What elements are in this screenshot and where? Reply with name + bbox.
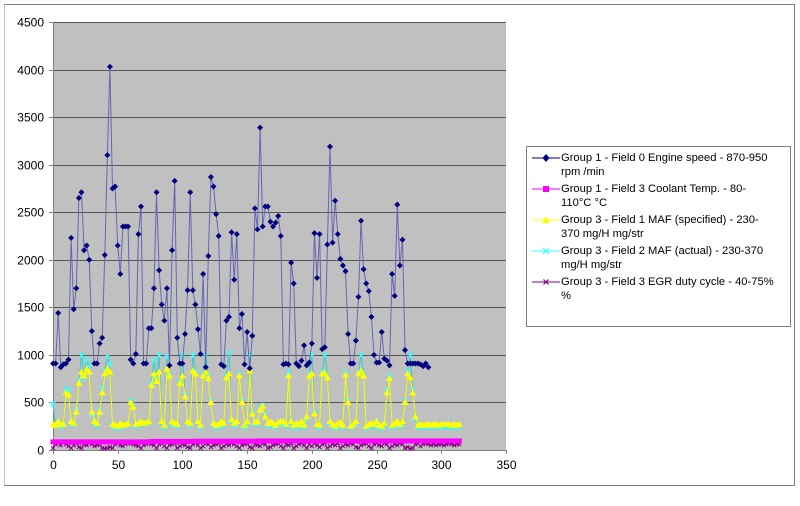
legend-item-coolant-temp: Group 1 - Field 3 Coolant Temp. - 80- 110… (527, 182, 786, 210)
legend-key-maf-specified-icon (532, 216, 560, 223)
legend-label: Group 1 - Field 0 Engine speed - 870-950 (561, 152, 768, 164)
y-tick-label: 4000 (17, 64, 44, 78)
x-tick-label: 150 (237, 458, 257, 472)
y-tick-label: 3500 (17, 111, 44, 125)
legend: Group 1 - Field 0 Engine speed - 870-950… (526, 146, 791, 327)
legend-label: Group 3 - Field 3 EGR duty cycle - 40-75… (561, 276, 774, 288)
legend-label-cont: mg/H mg/str (561, 259, 622, 271)
legend-label-cont: 370 mg/H mg/str (561, 228, 644, 240)
legend-item-engine-speed: Group 1 - Field 0 Engine speed - 870-950… (527, 151, 786, 179)
legend-label-cont: 110°C °C (561, 197, 608, 209)
y-tick-label: 4500 (17, 16, 44, 30)
legend-key-maf-actual-icon (532, 247, 560, 255)
y-tick-label: 1500 (17, 301, 44, 315)
legend-label-cont: % (561, 290, 571, 302)
legend-key-coolant-temp-icon (532, 186, 560, 192)
x-tick-label: 0 (50, 458, 57, 472)
x-tick-label: 300 (431, 458, 451, 472)
x-tick-label: 350 (496, 458, 516, 472)
x-tick-label: 50 (112, 458, 126, 472)
legend-label: Group 3 - Field 1 MAF (specified) - 230- (561, 214, 759, 226)
series-1 (50, 438, 462, 445)
x-tick-label: 100 (172, 458, 192, 472)
legend-label-cont: rpm /min (561, 166, 605, 178)
legend-item-maf-specified: Group 3 - Field 1 MAF (specified) - 230-… (527, 213, 786, 241)
y-tick-label: 500 (24, 396, 44, 410)
legend-key-engine-speed-icon (532, 154, 560, 162)
x-tick-label: 250 (367, 458, 387, 472)
axes (49, 22, 507, 454)
legend-item-maf-actual: Group 3 - Field 2 MAF (actual) - 230-370… (527, 244, 786, 272)
y-tick-label: 1000 (17, 349, 44, 363)
gridlines (53, 22, 506, 403)
series-0 (50, 63, 432, 372)
y-axis-tick-labels: 0 500 1000 1500 2000 2500 3000 3500 4000 4500 (17, 16, 44, 458)
x-tick-label: 200 (302, 458, 322, 472)
y-tick-label: 3000 (17, 159, 44, 173)
y-tick-label: 2000 (17, 254, 44, 268)
legend-label: Group 3 - Field 2 MAF (actual) - 230-370 (561, 245, 764, 257)
series-2 (49, 365, 463, 429)
legend-label: Group 1 - Field 3 Coolant Temp. - 80- (561, 183, 747, 195)
y-tick-label: 2500 (17, 206, 44, 220)
series-layer (49, 63, 463, 451)
legend-key-egr-duty-icon (532, 279, 560, 285)
y-tick-label: 0 (37, 444, 44, 458)
x-axis-tick-labels: 0 50 100 150 200 250 300 350 (50, 458, 517, 472)
legend-item-egr-duty: Group 3 - Field 3 EGR duty cycle - 40-75… (527, 275, 786, 303)
